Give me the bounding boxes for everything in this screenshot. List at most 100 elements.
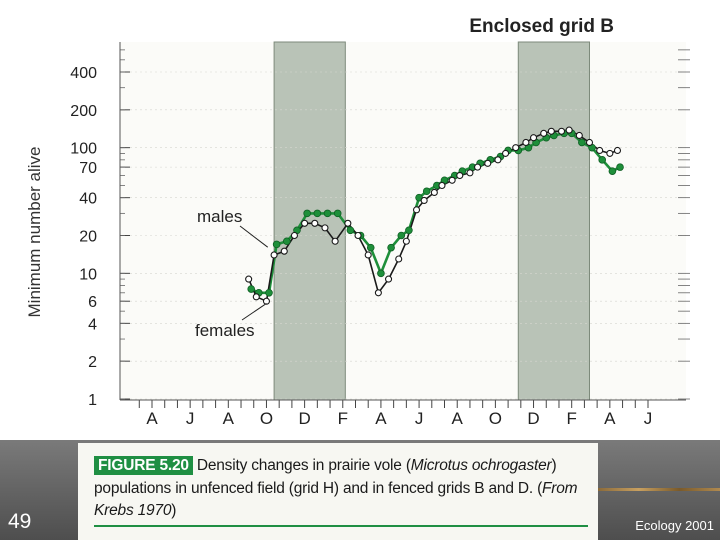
footer-decorative-rule: [598, 488, 720, 491]
point-females: [321, 224, 329, 232]
y-tick-label: 20: [79, 229, 97, 246]
x-tick-label: D: [298, 409, 310, 428]
caption-source: From Krebs 1970: [94, 479, 578, 520]
point-females: [565, 126, 573, 134]
point-females: [354, 231, 362, 240]
point-females: [512, 144, 520, 152]
x-tick-label: A: [223, 409, 235, 428]
y-tick-label: 70: [79, 160, 97, 177]
point-males: [265, 288, 273, 297]
x-tick-label: O: [260, 409, 273, 428]
point-females: [522, 138, 530, 147]
x-tick-label: F: [566, 409, 576, 428]
x-tick-label: A: [452, 409, 464, 428]
x-tick-label: O: [489, 409, 502, 428]
point-males: [578, 138, 586, 147]
annotation-females-leader: [241, 303, 267, 321]
point-females: [385, 275, 393, 283]
point-females: [547, 127, 555, 135]
point-females: [575, 131, 583, 140]
y-tick-label: 10: [79, 266, 97, 283]
point-females: [344, 219, 352, 227]
x-tick-label: J: [186, 409, 195, 428]
caption-part-2: ) populations in unfenced field (grid H)…: [94, 457, 557, 497]
point-females: [374, 289, 382, 297]
caption-species: Microtus ochrogaster: [410, 457, 552, 474]
point-females: [430, 188, 438, 197]
point-females: [529, 134, 538, 142]
point-males: [377, 269, 385, 278]
annotation-females: females: [195, 321, 255, 340]
point-males: [598, 156, 607, 164]
point-females: [290, 231, 298, 240]
point-females: [585, 138, 594, 147]
point-males: [397, 231, 406, 240]
x-tick-label: A: [375, 409, 387, 428]
point-females: [540, 129, 548, 137]
point-males: [303, 209, 311, 218]
point-females: [331, 237, 339, 245]
point-males: [422, 187, 431, 196]
point-females: [438, 181, 446, 190]
chart: 1 2 4 6 10 20 40 70 100 200 400 A J A O D F A J A O D F A J mal…: [25, 16, 690, 428]
point-females: [245, 275, 253, 283]
slide-org-label: Ecology 2001: [635, 518, 714, 533]
caption-text: FIGURE 5.20 Density changes in prairie vo…: [94, 455, 582, 523]
point-males: [313, 209, 322, 218]
point-females: [311, 219, 319, 227]
caption-rule: [94, 525, 588, 527]
point-males: [387, 243, 395, 252]
point-males: [333, 209, 342, 218]
point-females: [364, 251, 372, 259]
annotation-males: males: [197, 207, 242, 226]
slide-number: 49: [8, 510, 32, 533]
y-tick-label: 100: [70, 141, 97, 158]
chart-title: Enclosed grid B: [469, 16, 614, 37]
point-males: [608, 167, 617, 175]
x-tick-label: A: [604, 409, 616, 428]
point-males: [616, 163, 624, 171]
point-males: [323, 209, 332, 218]
x-tick-label: D: [527, 409, 539, 428]
point-males: [366, 243, 375, 252]
point-females: [494, 156, 502, 164]
caption-part-1: Density changes in prairie vole (: [196, 457, 411, 474]
shaded-period-1: [273, 41, 346, 401]
y-tick-label: 200: [70, 103, 97, 120]
caption-part-3: ): [171, 502, 177, 519]
plot-background: [120, 42, 686, 400]
point-males: [247, 285, 256, 293]
x-tick-label: A: [146, 409, 158, 428]
point-females: [502, 149, 510, 157]
point-females: [613, 146, 622, 155]
point-females: [262, 297, 271, 305]
point-females: [448, 176, 456, 184]
point-males: [272, 240, 281, 249]
annotation-males-leader: [239, 225, 269, 248]
figure-label: FIGURE 5.20: [94, 456, 193, 475]
shaded-period-2: [517, 41, 590, 401]
y-tick-label: 40: [79, 191, 97, 208]
point-males: [346, 226, 355, 235]
point-females: [557, 127, 566, 135]
point-females: [402, 237, 410, 245]
y-tick-label: 2: [88, 354, 97, 371]
point-females: [606, 149, 614, 157]
y-tick-label: 400: [70, 65, 97, 82]
point-females: [474, 163, 482, 171]
x-tick-label: F: [338, 409, 348, 428]
point-females: [420, 196, 428, 205]
point-females: [280, 247, 288, 255]
point-females: [596, 146, 604, 155]
point-females: [301, 219, 309, 227]
figure-caption: FIGURE 5.20 Density changes in prairie vo…: [78, 443, 598, 540]
y-axis-label: Minimum number alive: [25, 147, 44, 318]
point-females: [484, 159, 492, 167]
y-tick-label: 4: [88, 316, 97, 333]
point-females: [412, 206, 421, 214]
x-tick-label: J: [415, 409, 424, 428]
y-tick-label: 1: [88, 392, 97, 409]
point-females: [466, 169, 474, 177]
point-females: [252, 293, 260, 301]
point-males: [283, 237, 291, 246]
